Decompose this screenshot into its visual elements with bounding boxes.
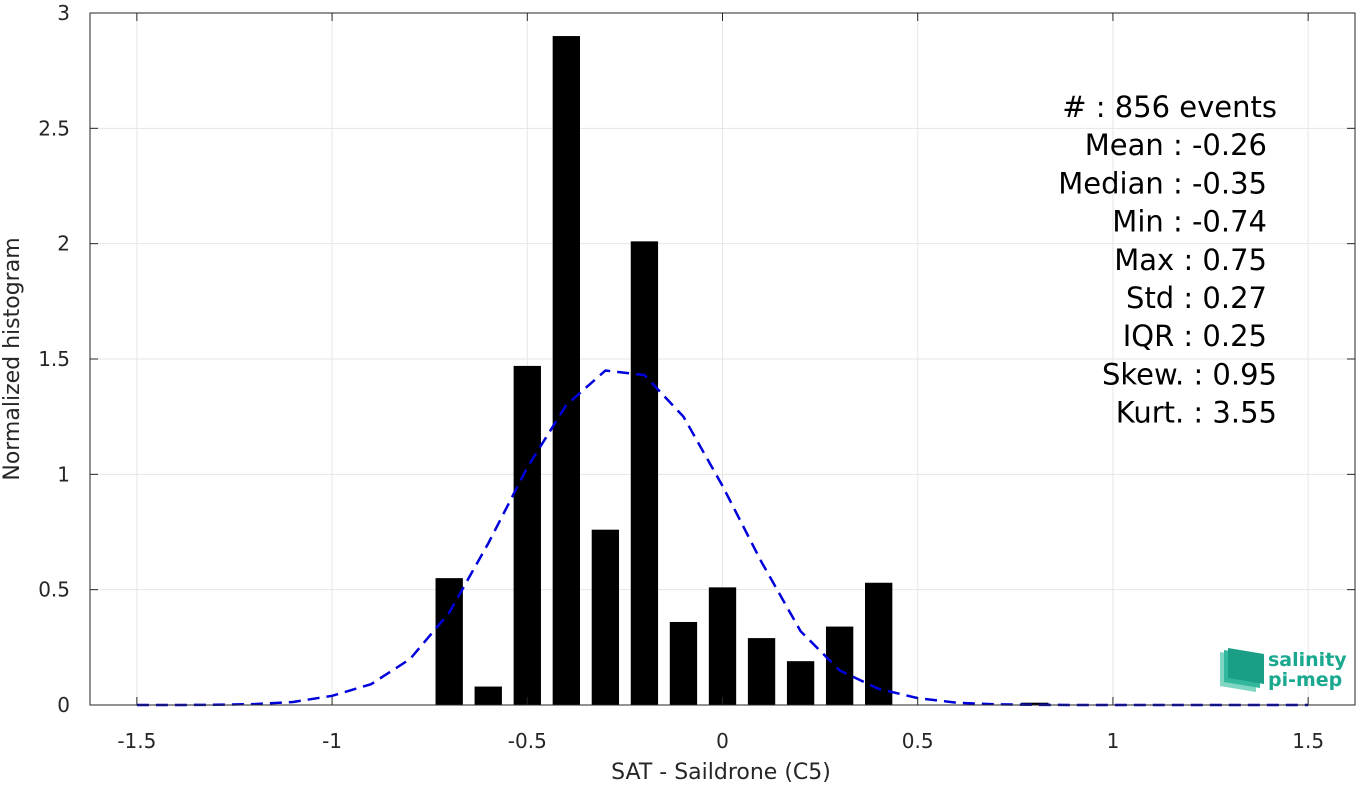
y-axis-label: Normalized histogram <box>0 237 25 480</box>
histogram-bar <box>591 529 620 705</box>
x-tick-labels: -1.5 -1 -0.5 0 0.5 1 1.5 <box>117 729 1324 753</box>
stat-line: IQR : 0.25 <box>1123 319 1267 353</box>
stat-line: Max : 0.75 <box>1114 243 1267 277</box>
wave-icon <box>1220 648 1264 692</box>
x-tick-label: 1 <box>1107 729 1120 753</box>
histogram-bar <box>1021 702 1049 705</box>
stat-line: # : 856 events <box>1062 90 1277 124</box>
histogram-bar <box>474 686 502 705</box>
y-tick-label: 1.5 <box>38 347 70 371</box>
y-tick-label: 0.5 <box>38 578 70 602</box>
y-tick-label: 0 <box>57 693 70 717</box>
histogram-bars <box>435 36 1049 706</box>
histogram-bar <box>825 626 854 705</box>
x-tick-label: 0 <box>716 729 729 753</box>
stat-line: Skew. : 0.95 <box>1102 357 1277 391</box>
stat-line: Min : -0.74 <box>1112 205 1267 239</box>
stat-line: Median : -0.35 <box>1058 166 1267 200</box>
x-tick-label: 0.5 <box>902 729 934 753</box>
x-axis-label: SAT - Saildrone (C5) <box>611 760 831 785</box>
histogram-bar <box>552 36 580 706</box>
logo: salinity pi-mep <box>1220 648 1347 692</box>
histogram-bar <box>513 365 541 705</box>
y-tick-label: 1 <box>57 462 70 486</box>
x-tick-label: 1.5 <box>1292 729 1324 753</box>
stats-box: # : 856 events Mean : -0.26 Median : -0.35… <box>1058 90 1277 430</box>
axis-ticks <box>90 12 1355 706</box>
histogram-bar <box>435 578 463 705</box>
histogram-bar <box>786 661 815 705</box>
stat-line: Std : 0.27 <box>1126 281 1267 315</box>
logo-text-line2: pi-mep <box>1268 669 1342 691</box>
histogram-bar <box>669 621 698 705</box>
y-tick-labels: 0 0.5 1 1.5 2 2.5 3 <box>38 1 70 717</box>
stat-line: Mean : -0.26 <box>1085 128 1267 162</box>
x-tick-label: -0.5 <box>508 729 547 753</box>
histogram-bar <box>708 587 737 705</box>
x-tick-label: -1 <box>322 729 342 753</box>
histogram-bar <box>865 582 893 705</box>
logo-text-line1: salinity <box>1268 649 1347 671</box>
histogram-bar <box>630 241 659 706</box>
y-tick-label: 3 <box>57 1 70 25</box>
fit-curve <box>136 369 1309 707</box>
x-tick-label: -1.5 <box>117 729 156 753</box>
stat-line: Kurt. : 3.55 <box>1116 396 1277 430</box>
histogram-bar <box>747 638 776 705</box>
y-tick-label: 2 <box>57 232 70 256</box>
y-tick-label: 2.5 <box>38 116 70 140</box>
